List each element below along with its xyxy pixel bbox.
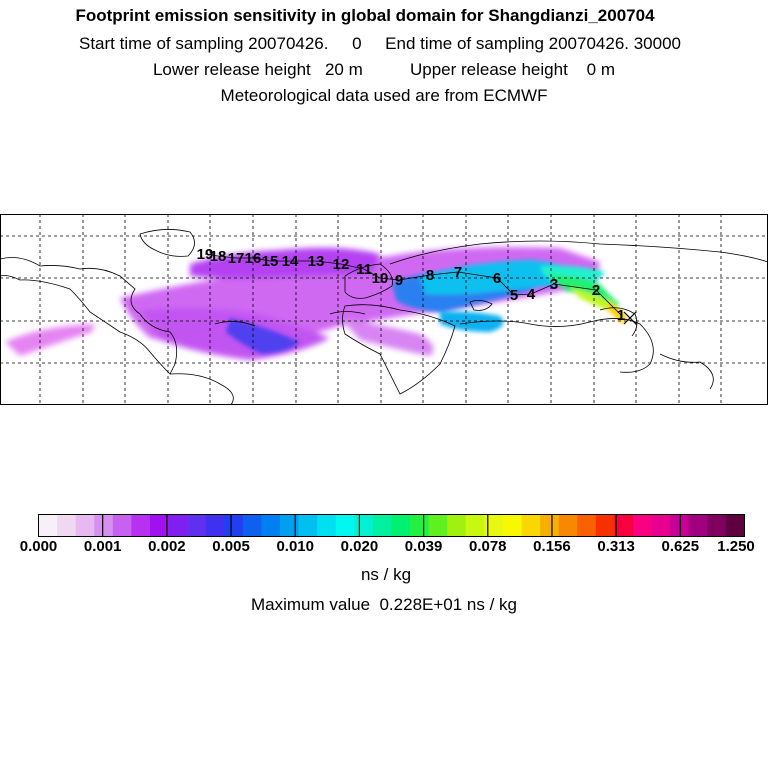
colorbar-tick-label: 0.313 bbox=[597, 538, 635, 555]
colorbar-cell bbox=[317, 514, 337, 537]
colorbar-cell bbox=[521, 514, 541, 537]
colorbar bbox=[38, 514, 745, 537]
colorbar-tick-label: 0.078 bbox=[468, 538, 507, 555]
colorbar-cell bbox=[261, 514, 281, 537]
colorbar-tick-label: 0.156 bbox=[533, 538, 571, 555]
colorbar-cell bbox=[57, 514, 76, 537]
sampling-times: Start time of sampling 20070426. 0 End t… bbox=[79, 34, 681, 53]
trajectory-label: 13 bbox=[308, 253, 325, 270]
colorbar-cell bbox=[577, 514, 597, 537]
page-title: Footprint emission sensitivity in global… bbox=[75, 6, 655, 25]
trajectory-label: 16 bbox=[245, 250, 262, 267]
colorbar-cell bbox=[298, 514, 318, 537]
trajectory-label: 4 bbox=[527, 286, 536, 303]
colorbar-tick-label: 0.001 bbox=[83, 538, 122, 555]
colorbar-cell bbox=[242, 514, 262, 537]
colorbar-cell bbox=[558, 514, 578, 537]
maximum-value: Maximum value 0.228E+01 ns / kg bbox=[251, 595, 517, 614]
trajectory-label: 2 bbox=[592, 282, 600, 299]
colorbar-cell bbox=[94, 514, 114, 537]
colorbar-cell bbox=[187, 514, 207, 537]
colorbar-tick-label: 0.000 bbox=[19, 538, 58, 555]
colorbar-cell bbox=[595, 514, 615, 537]
colorbar-cell bbox=[335, 514, 355, 537]
colorbar-tick-label: 0.005 bbox=[212, 538, 250, 555]
colorbar-cell bbox=[540, 514, 560, 537]
trajectory-label: 9 bbox=[395, 272, 403, 289]
colorbar-cell bbox=[707, 514, 727, 537]
colorbar-cell bbox=[280, 514, 299, 537]
release-heights: Lower release height 20 m Upper release … bbox=[152, 60, 616, 79]
colorbar-cell bbox=[75, 514, 95, 537]
trajectory-label: 8 bbox=[426, 267, 434, 284]
coastlines bbox=[0, 229, 768, 405]
trajectory-label: 15 bbox=[262, 253, 279, 270]
trajectory-label: 11 bbox=[356, 261, 372, 278]
colorbar-cell bbox=[149, 514, 169, 537]
colorbar-tick-label: 0.625 bbox=[661, 538, 700, 555]
colorbar-cell bbox=[633, 514, 652, 537]
trajectory-path bbox=[204, 253, 622, 316]
colorbar-cell bbox=[224, 514, 244, 537]
colorbar-cell bbox=[112, 514, 132, 537]
trajectory-label: 18 bbox=[210, 248, 227, 265]
colorbar-cell bbox=[670, 514, 690, 537]
trajectory-label: 6 bbox=[493, 270, 501, 287]
colorbar-cell bbox=[447, 514, 467, 537]
trajectory-label: 1 bbox=[617, 307, 625, 324]
colorbar-cell bbox=[168, 514, 188, 537]
colorbar-cell bbox=[131, 514, 151, 537]
colorbar-cell bbox=[38, 514, 58, 537]
colorbar-tick-label: 0.010 bbox=[276, 538, 314, 555]
colorbar-tick-label: 0.002 bbox=[148, 538, 186, 555]
colorbar-cell bbox=[651, 514, 671, 537]
colorbar-tick-label: 1.250 bbox=[717, 538, 755, 555]
colorbar-cell bbox=[502, 514, 522, 537]
sensitivity-field bbox=[5, 247, 628, 360]
trajectory-label: 10 bbox=[372, 270, 389, 287]
colorbar-units: ns / kg bbox=[360, 565, 412, 584]
colorbar-cell bbox=[372, 514, 392, 537]
trajectory-label: 3 bbox=[550, 276, 558, 293]
colorbar-cell bbox=[391, 514, 411, 537]
colorbar-tick-label: 0.020 bbox=[340, 538, 379, 555]
graticule bbox=[0, 214, 768, 405]
colorbar-cell bbox=[465, 514, 485, 537]
station-marker bbox=[623, 311, 637, 325]
colorbar-cell bbox=[354, 514, 374, 537]
colorbar-cell bbox=[428, 514, 448, 537]
trajectory-label: 19 bbox=[197, 246, 214, 263]
colorbar-cell bbox=[205, 514, 225, 537]
colorbar-cell bbox=[688, 514, 708, 537]
colorbar-cell bbox=[614, 514, 634, 537]
colorbar-cell bbox=[484, 514, 504, 537]
colorbar-cell bbox=[410, 514, 429, 537]
colorbar-tick-label: 0.039 bbox=[404, 538, 443, 555]
meteorological-source: Meteorological data used are from ECMWF bbox=[220, 86, 548, 105]
trajectory-label: 7 bbox=[454, 264, 462, 281]
trajectory-label: 14 bbox=[282, 253, 299, 270]
colorbar-cell bbox=[725, 514, 745, 537]
trajectory-label: 17 bbox=[228, 250, 245, 267]
trajectory-label: 12 bbox=[333, 256, 350, 273]
trajectory-label: 5 bbox=[510, 287, 518, 304]
